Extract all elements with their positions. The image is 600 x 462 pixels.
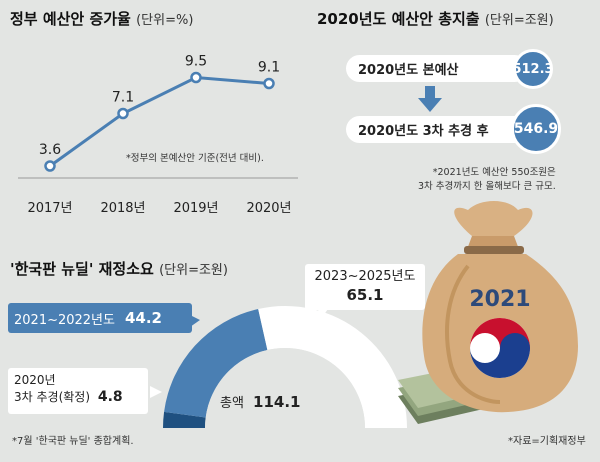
x-tick-label: 2019년 <box>173 201 218 216</box>
budget-unit: (단위=조원) <box>484 13 554 28</box>
line-chart-unit: (단위=%) <box>136 13 194 28</box>
money-bag-illustration: 2021 <box>398 201 578 424</box>
callout-2023-2025-label: 2023~2025년도 <box>314 269 416 284</box>
callout-2020-value: 4.8 <box>97 389 123 405</box>
budget-label-revised: 2020년도 3차 추경 후 <box>358 124 489 139</box>
line-point <box>44 160 56 172</box>
budget-pill-original: 2020년도 본예산 <box>346 55 528 82</box>
newdeal-title: '한국판 뉴딜' 재정소요 (단위=조원) <box>10 258 228 279</box>
callout-2020-label-line-1: 2020년 <box>14 373 56 387</box>
line-chart-title: 정부 예산안 증가율 (단위=%) <box>10 8 193 29</box>
x-tick-label: 2017년 <box>27 201 72 216</box>
callout-2020-label-line-2: 3차 추경(확정) <box>14 390 91 404</box>
budget-title-text: 2020년도 예산안 총지출 <box>317 10 480 28</box>
donut-total: 총액 114.1 <box>220 392 300 411</box>
line-point-label: 3.6 <box>39 142 61 158</box>
line-chart-title-text: 정부 예산안 증가율 <box>10 10 131 28</box>
newdeal-title-text: '한국판 뉴딜' 재정소요 <box>10 260 154 278</box>
callout-2020-supplementary: 2020년 3차 추경(확정) 4.8 <box>8 368 148 414</box>
callout-2021-2022-value: 44.2 <box>124 309 162 327</box>
callout-2021-2022-label: 2021~2022년도 <box>14 312 115 328</box>
line-point <box>117 107 129 120</box>
callout-pointer <box>318 309 328 320</box>
budget-title: 2020년도 예산안 총지출 (단위=조원) <box>317 8 554 29</box>
donut-hole <box>205 348 365 428</box>
donut-slice-2021-2022 <box>164 308 268 418</box>
budget-note-line-2: 3차 추경까지 한 올해보다 큰 규모. <box>418 181 556 192</box>
line-point <box>190 71 202 84</box>
line-point-label: 7.1 <box>112 90 134 106</box>
budget-note: *2021년도 예산안 550조원은 3차 추경까지 한 올해보다 큰 규모. <box>418 166 556 194</box>
line-chart: 3.6 2017년 7.1 2018년 9.5 2019년 9.1 2020년 <box>18 54 298 216</box>
callout-pointer <box>150 386 162 398</box>
budget-note-line-1: *2021년도 예산안 550조원은 <box>432 167 556 178</box>
newdeal-note: *7월 '한국판 뉴딜' 종합계획. <box>12 436 134 447</box>
line-chart-note: *정부의 본예산안 기준(전년 대비). <box>126 153 264 164</box>
callout-2023-2025: 2023~2025년도 65.1 <box>305 264 425 310</box>
down-arrow-icon <box>418 86 442 112</box>
x-tick-label: 2018년 <box>100 201 145 216</box>
line-point-label: 9.1 <box>258 60 280 76</box>
donut-total-value: 114.1 <box>253 393 301 411</box>
line-point <box>263 77 275 90</box>
money-bag-icon: 2021 <box>422 201 578 413</box>
donut-slice-2023-2025 <box>258 305 407 428</box>
line-series <box>49 75 270 168</box>
budget-pill-revised: 2020년도 3차 추경 후 <box>346 116 528 143</box>
bag-year-label: 2021 <box>469 287 530 312</box>
line-point-label: 9.5 <box>185 54 207 70</box>
budget-value-original: 512.3 <box>512 49 554 89</box>
budget-value-revised: 546.9 <box>511 104 561 154</box>
budget-value-revised-text: 546.9 <box>513 121 559 137</box>
source-label: *자료=기획재정부 <box>508 436 586 447</box>
callout-2023-2025-value: 65.1 <box>346 286 384 304</box>
donut-total-label: 총액 <box>220 396 244 411</box>
callout-pointer <box>190 315 200 327</box>
newdeal-unit: (단위=조원) <box>159 263 228 278</box>
budget-value-original-text: 512.3 <box>512 61 554 77</box>
budget-label-original: 2020년도 본예산 <box>358 63 459 78</box>
x-tick-label: 2020년 <box>246 201 291 216</box>
callout-2021-2022: 2021~2022년도 44.2 <box>8 303 192 333</box>
donut-slice-2020-supplementary <box>163 411 206 428</box>
